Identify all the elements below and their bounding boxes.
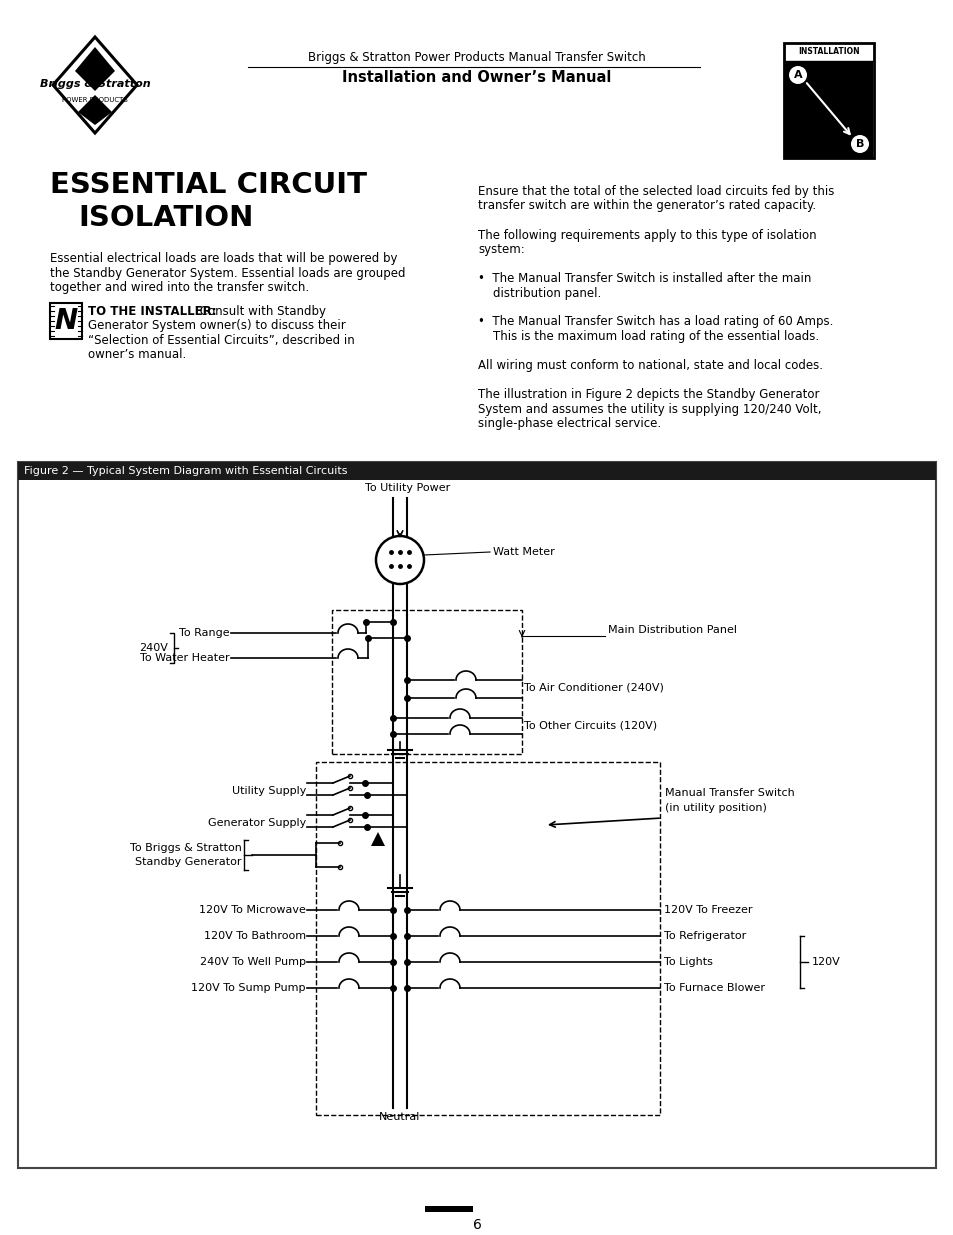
Text: 240V: 240V [139,643,168,653]
Text: 240V To Well Pump: 240V To Well Pump [200,957,306,967]
Bar [18,462,935,1168]
Text: ISOLATION: ISOLATION [78,204,253,232]
Text: 6: 6 [472,1218,481,1233]
Text: Essential electrical loads are loads that will be powered by: Essential electrical loads are loads tha… [50,252,397,266]
Text: N: N [54,308,77,335]
Text: system:: system: [477,243,524,256]
Text: To Range: To Range [179,629,230,638]
Text: The following requirements apply to this type of isolation: The following requirements apply to this… [477,228,816,242]
Text: Installation and Owner’s Manual: Installation and Owner’s Manual [342,70,611,85]
Text: Figure 2 — Typical System Diagram with Essential Circuits: Figure 2 — Typical System Diagram with E… [24,466,347,475]
Text: single-phase electrical service.: single-phase electrical service. [477,417,660,430]
Text: All wiring must conform to national, state and local codes.: All wiring must conform to national, sta… [477,359,822,372]
Text: Generator Supply: Generator Supply [208,818,306,827]
Bar [50,303,82,338]
Polygon shape [78,95,112,125]
Bar [784,62,872,158]
Text: INSTALLATION: INSTALLATION [798,47,859,57]
Text: (in utility position): (in utility position) [664,803,766,813]
Text: Briggs & Stratton Power Products Manual Transfer Switch: Briggs & Stratton Power Products Manual … [308,52,645,64]
Text: Watt Meter: Watt Meter [493,547,554,557]
Text: Manual Transfer Switch: Manual Transfer Switch [664,788,794,798]
Text: A: A [793,70,801,80]
Text: Standby Generator: Standby Generator [135,857,242,867]
Text: To Utility Power: To Utility Power [365,483,450,493]
Text: transfer switch are within the generator’s rated capacity.: transfer switch are within the generator… [477,200,815,212]
Text: Main Distribution Panel: Main Distribution Panel [607,625,737,635]
Circle shape [850,135,868,153]
Text: TO THE INSTALLER:: TO THE INSTALLER: [88,305,216,317]
Text: To Water Heater: To Water Heater [140,653,230,663]
Text: •  The Manual Transfer Switch has a load rating of 60 Amps.: • The Manual Transfer Switch has a load … [477,315,833,329]
Text: To Other Circuits (120V): To Other Circuits (120V) [523,721,657,731]
Text: Utility Supply: Utility Supply [232,785,306,797]
Text: distribution panel.: distribution panel. [477,287,600,300]
Text: 120V To Microwave: 120V To Microwave [199,905,306,915]
Text: To Briggs & Stratton: To Briggs & Stratton [130,844,242,853]
Polygon shape [75,47,115,91]
Text: POWER PRODUCTS: POWER PRODUCTS [62,98,128,103]
Text: “Selection of Essential Circuits”, described in: “Selection of Essential Circuits”, descr… [88,333,355,347]
Text: Briggs & Stratton: Briggs & Stratton [40,79,151,89]
Polygon shape [371,832,385,846]
Bar [315,762,659,1115]
Text: 120V To Freezer: 120V To Freezer [663,905,752,915]
Text: Neutral: Neutral [379,1112,420,1123]
Text: 120V: 120V [811,957,840,967]
Text: ESSENTIAL CIRCUIT: ESSENTIAL CIRCUIT [50,170,367,199]
Text: owner’s manual.: owner’s manual. [88,348,186,362]
Text: To Air Conditioner (240V): To Air Conditioner (240V) [523,683,663,693]
Text: 120V To Bathroom: 120V To Bathroom [204,931,306,941]
Text: This is the maximum load rating of the essential loads.: This is the maximum load rating of the e… [477,330,819,343]
Text: The illustration in Figure 2 depicts the Standby Generator: The illustration in Figure 2 depicts the… [477,388,819,401]
Bar [783,43,873,158]
Text: To Refrigerator: To Refrigerator [663,931,745,941]
Text: To Furnace Blower: To Furnace Blower [663,983,764,993]
Text: System and assumes the utility is supplying 120/240 Volt,: System and assumes the utility is supply… [477,403,821,415]
Bar [332,610,521,755]
Circle shape [788,65,806,84]
Bar [424,1207,473,1212]
Text: •  The Manual Transfer Switch is installed after the main: • The Manual Transfer Switch is installe… [477,272,810,285]
Text: Ensure that the total of the selected load circuits fed by this: Ensure that the total of the selected lo… [477,185,834,198]
Text: the Standby Generator System. Essential loads are grouped: the Standby Generator System. Essential … [50,267,405,279]
Text: B: B [855,140,863,149]
Text: together and wired into the transfer switch.: together and wired into the transfer swi… [50,282,309,294]
Text: 120V To Sump Pump: 120V To Sump Pump [192,983,306,993]
Text: To Lights: To Lights [663,957,712,967]
Bar [18,462,935,480]
Text: Generator System owner(s) to discuss their: Generator System owner(s) to discuss the… [88,320,345,332]
Text: Consult with Standby: Consult with Standby [195,305,326,317]
